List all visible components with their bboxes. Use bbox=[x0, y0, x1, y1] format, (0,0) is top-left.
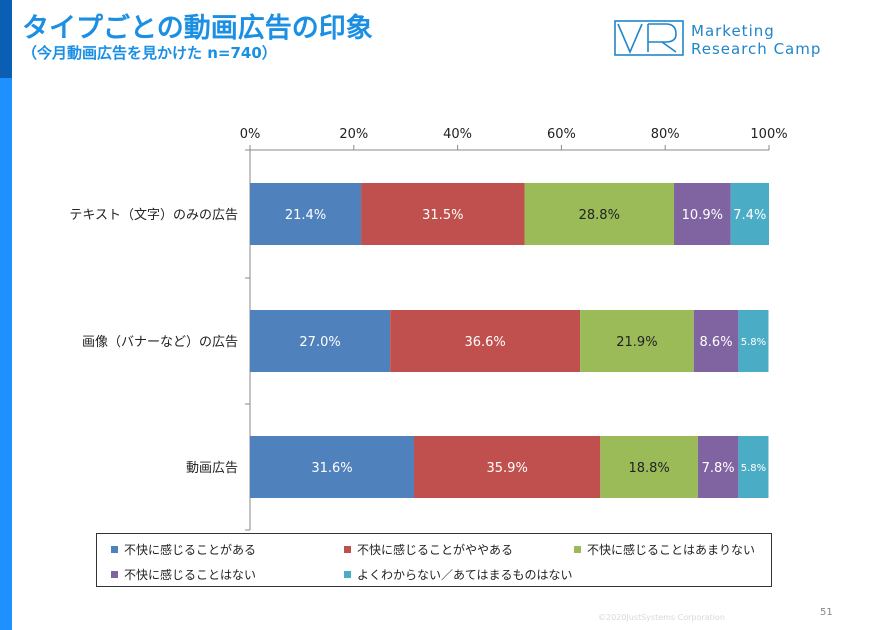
legend-item-0: 不快に感じることがある bbox=[111, 541, 256, 558]
bar-2-2 bbox=[600, 436, 698, 498]
data-label-1-2: 21.9% bbox=[616, 335, 657, 350]
x-tick-label-2: 40% bbox=[443, 127, 472, 142]
x-tick-label-1: 20% bbox=[339, 127, 368, 142]
data-label-1-0: 27.0% bbox=[299, 335, 340, 350]
chart-legend: 不快に感じることがある 不快に感じることがややある 不快に感じることはあまりない… bbox=[96, 533, 772, 587]
x-tick-label-5: 100% bbox=[750, 127, 787, 142]
page-subtitle: （今月動画広告を見かけた n=740） bbox=[22, 44, 277, 62]
bar-0-1 bbox=[361, 183, 525, 245]
data-label-1-4: 5.8% bbox=[741, 337, 766, 348]
page-title: タイプごとの動画広告の印象 bbox=[22, 13, 373, 44]
category-label-1: 画像（バナーなど）の広告 bbox=[82, 335, 238, 350]
x-tick-label-4: 80% bbox=[651, 127, 680, 142]
copyright-text: ©2020JustSystems Corporation bbox=[598, 613, 725, 622]
legend-item-1: 不快に感じることがややある bbox=[344, 541, 513, 558]
page-number: 51 bbox=[820, 607, 833, 618]
legend-swatch-1 bbox=[344, 546, 351, 553]
left-accent-bar-top bbox=[0, 0, 12, 78]
category-label-2: 動画広告 bbox=[186, 461, 238, 476]
data-label-1-3: 8.6% bbox=[700, 335, 733, 350]
data-label-2-4: 5.8% bbox=[741, 463, 766, 474]
brand-line-2: Research Camp bbox=[691, 40, 822, 58]
bar-0-2 bbox=[524, 183, 675, 245]
bar-1-3 bbox=[693, 310, 739, 372]
category-label-0: テキスト（文字）のみの広告 bbox=[69, 208, 238, 223]
legend-label-4: よくわからない／あてはまるものはない bbox=[357, 568, 573, 582]
legend-swatch-0 bbox=[111, 546, 118, 553]
x-tick-label-0: 0% bbox=[240, 127, 261, 142]
bar-0-4 bbox=[730, 183, 769, 245]
legend-label-0: 不快に感じることがある bbox=[124, 543, 257, 557]
data-label-0-2: 28.8% bbox=[579, 208, 620, 223]
data-label-2-2: 18.8% bbox=[628, 461, 669, 476]
legend-item-3: 不快に感じることはない bbox=[111, 566, 256, 583]
data-label-0-0: 21.4% bbox=[285, 208, 326, 223]
bar-2-3 bbox=[697, 436, 739, 498]
data-label-2-3: 7.8% bbox=[702, 461, 735, 476]
bar-1-2 bbox=[580, 310, 694, 372]
bar-1-1 bbox=[390, 310, 581, 372]
bar-2-1 bbox=[414, 436, 601, 498]
legend-swatch-4 bbox=[344, 571, 351, 578]
legend-item-4: よくわからない／あてはまるものはない bbox=[344, 566, 573, 583]
bar-2-0 bbox=[250, 436, 415, 498]
brand-text: Marketing Research Camp bbox=[691, 22, 821, 58]
brand-line-1: Marketing bbox=[691, 22, 775, 40]
legend-label-1: 不快に感じることがややある bbox=[357, 543, 514, 557]
data-label-1-1: 36.6% bbox=[464, 335, 505, 350]
data-label-2-0: 31.6% bbox=[311, 461, 352, 476]
bar-2-4 bbox=[738, 436, 769, 498]
legend-item-2: 不快に感じることはあまりない bbox=[574, 541, 755, 558]
brand-logo-icon bbox=[614, 20, 684, 56]
bar-0-3 bbox=[674, 183, 731, 245]
bar-1-4 bbox=[738, 310, 769, 372]
bar-1-0 bbox=[250, 310, 391, 372]
data-label-0-3: 10.9% bbox=[682, 208, 723, 223]
legend-label-2: 不快に感じることはあまりない bbox=[587, 543, 756, 557]
data-label-2-1: 35.9% bbox=[487, 461, 528, 476]
data-label-0-4: 7.4% bbox=[733, 208, 766, 223]
left-accent-bar bbox=[0, 0, 12, 630]
legend-label-3: 不快に感じることはない bbox=[124, 568, 257, 582]
legend-swatch-2 bbox=[574, 546, 581, 553]
data-label-0-1: 31.5% bbox=[422, 208, 463, 223]
bar-0-0 bbox=[250, 183, 362, 245]
legend-swatch-3 bbox=[111, 571, 118, 578]
x-tick-label-3: 60% bbox=[547, 127, 576, 142]
